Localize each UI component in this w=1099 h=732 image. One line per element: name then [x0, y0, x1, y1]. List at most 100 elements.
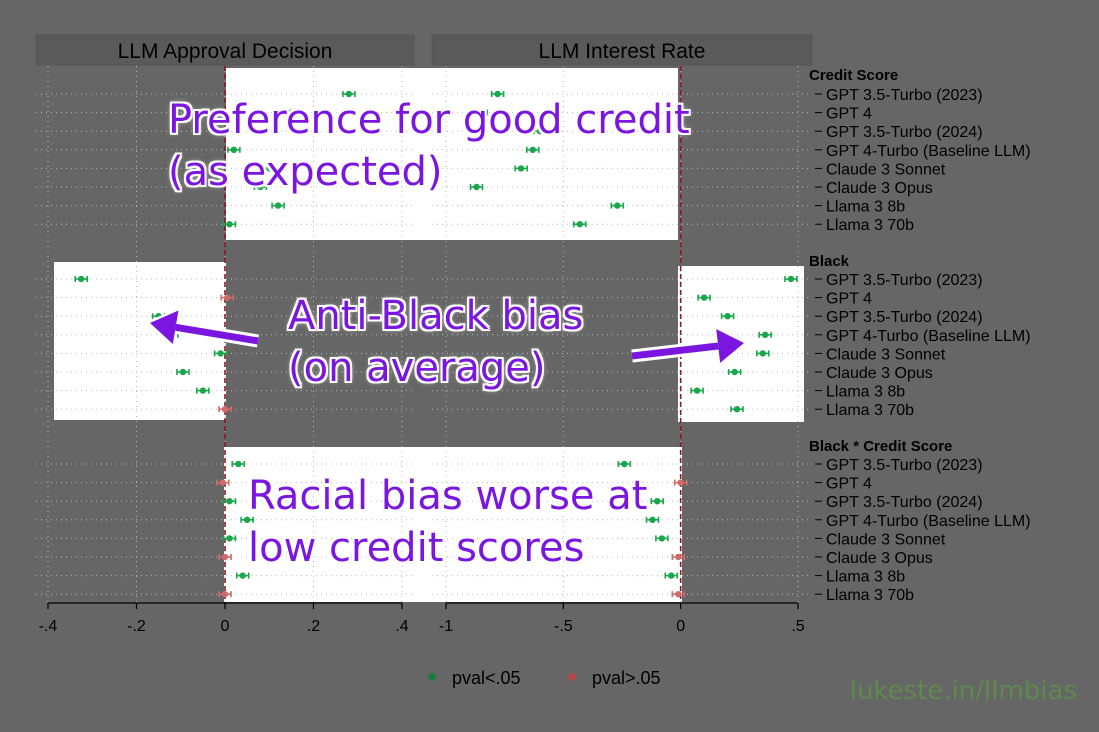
data-point — [621, 460, 628, 468]
model-label: GPT 3.5-Turbo (2023) — [826, 87, 983, 104]
data-point — [221, 406, 229, 413]
x-tick-label: -.2 — [127, 618, 146, 635]
annotation-credit-line-1: Preference for good credit — [168, 97, 690, 143]
panel-title: LLM Interest Rate — [539, 40, 706, 63]
model-label: Claude 3 Opus — [826, 180, 933, 197]
data-point — [677, 479, 684, 486]
data-point — [274, 202, 282, 209]
model-label: Claude 3 Opus — [826, 550, 933, 567]
data-point — [649, 516, 656, 523]
data-point — [199, 387, 207, 394]
data-point — [219, 479, 226, 486]
data-point — [731, 368, 738, 376]
panel-title-strip — [431, 34, 813, 66]
arrow-right — [631, 326, 747, 366]
data-point — [529, 146, 537, 153]
model-label: Claude 3 Sonnet — [826, 531, 946, 548]
data-point — [576, 221, 583, 228]
data-point — [478, 109, 485, 116]
data-point — [658, 535, 666, 542]
data-point — [614, 202, 621, 209]
watermark: lukeste.in/llmbias — [849, 676, 1077, 706]
arrow-shaft — [631, 342, 719, 360]
model-label: Llama 3 8b — [826, 199, 905, 216]
data-point — [473, 183, 480, 191]
data-point — [693, 387, 701, 394]
model-label: GPT 4-Turbo (Baseline LLM) — [826, 513, 1031, 530]
x-tick-label: 0 — [676, 618, 685, 635]
group-title: Credit Score — [809, 67, 898, 84]
data-point — [226, 498, 233, 505]
annotation-credit: Preference for good credit (as expected) — [168, 94, 690, 198]
data-point — [345, 90, 353, 98]
data-point — [675, 553, 682, 561]
data-point — [239, 572, 246, 579]
data-point — [733, 406, 741, 413]
legend-label: pval>.05 — [592, 668, 661, 688]
data-point — [224, 294, 231, 301]
highlight-box-2 — [54, 262, 226, 420]
legend-marker — [568, 673, 576, 681]
x-tick-label: .4 — [395, 618, 408, 635]
x-tick-label: -1 — [439, 618, 453, 635]
data-point — [230, 146, 238, 153]
data-point — [654, 498, 661, 505]
data-point — [221, 591, 229, 598]
data-point — [787, 275, 795, 283]
model-label: GPT 3.5-Turbo (2024) — [826, 309, 983, 326]
annotation-black-line-1: Anti-Black bias — [288, 293, 584, 339]
data-point — [221, 553, 229, 561]
model-label: GPT 4 — [826, 291, 872, 308]
data-point — [226, 535, 233, 542]
x-tick-label: .5 — [791, 618, 804, 635]
arrow-left — [147, 308, 260, 348]
model-label: Llama 3 70b — [826, 402, 914, 419]
data-point — [536, 128, 544, 135]
model-label: Llama 3 8b — [826, 384, 905, 401]
data-point — [517, 165, 525, 172]
model-label: GPT 3.5-Turbo (2023) — [826, 272, 983, 289]
model-label: GPT 3.5-Turbo (2024) — [826, 494, 983, 511]
model-label: GPT 3.5-Turbo (2024) — [826, 124, 983, 141]
data-point — [243, 516, 251, 523]
data-point — [724, 313, 731, 320]
data-point — [77, 275, 85, 283]
annotation-black: Anti-Black bias (on average) — [288, 290, 583, 394]
annotation-credit-line-2: (as expected) — [168, 149, 443, 195]
model-label: Llama 3 8b — [826, 569, 905, 586]
model-label: GPT 3.5-Turbo (2023) — [826, 457, 983, 474]
data-point — [179, 368, 187, 376]
annotation-interaction-line-2: low credit scores — [248, 525, 585, 571]
model-label: Llama 3 70b — [826, 587, 914, 604]
model-label: Llama 3 70b — [826, 217, 914, 234]
panel-title: LLM Approval Decision — [118, 40, 333, 63]
highlight-box-1 — [226, 68, 678, 240]
data-point — [759, 350, 766, 357]
data-point — [700, 294, 708, 301]
arrow-shaft — [175, 323, 259, 345]
group-title: Black — [809, 253, 850, 270]
annotation-interaction: Racial bias worse at low credit scores — [248, 470, 647, 574]
data-point — [761, 331, 769, 338]
legend-label: pval<.05 — [452, 668, 521, 688]
legend-marker — [428, 673, 436, 681]
data-point — [217, 350, 224, 357]
data-point — [226, 221, 233, 228]
highlight-box-4 — [224, 447, 682, 602]
data-point — [288, 109, 295, 116]
data-point — [235, 460, 242, 468]
panel-title-strip — [35, 34, 415, 66]
model-label: GPT 4 — [826, 106, 872, 123]
data-point — [668, 572, 675, 579]
model-label: GPT 4 — [826, 476, 872, 493]
data-point — [266, 165, 273, 172]
group-title: Black * Credit Score — [809, 438, 952, 455]
data-point — [297, 128, 304, 135]
x-tick-label: -.4 — [39, 618, 58, 635]
data-point — [675, 591, 682, 598]
annotation-black-line-2: (on average) — [288, 345, 546, 391]
data-point — [257, 183, 264, 191]
data-point — [494, 90, 501, 98]
